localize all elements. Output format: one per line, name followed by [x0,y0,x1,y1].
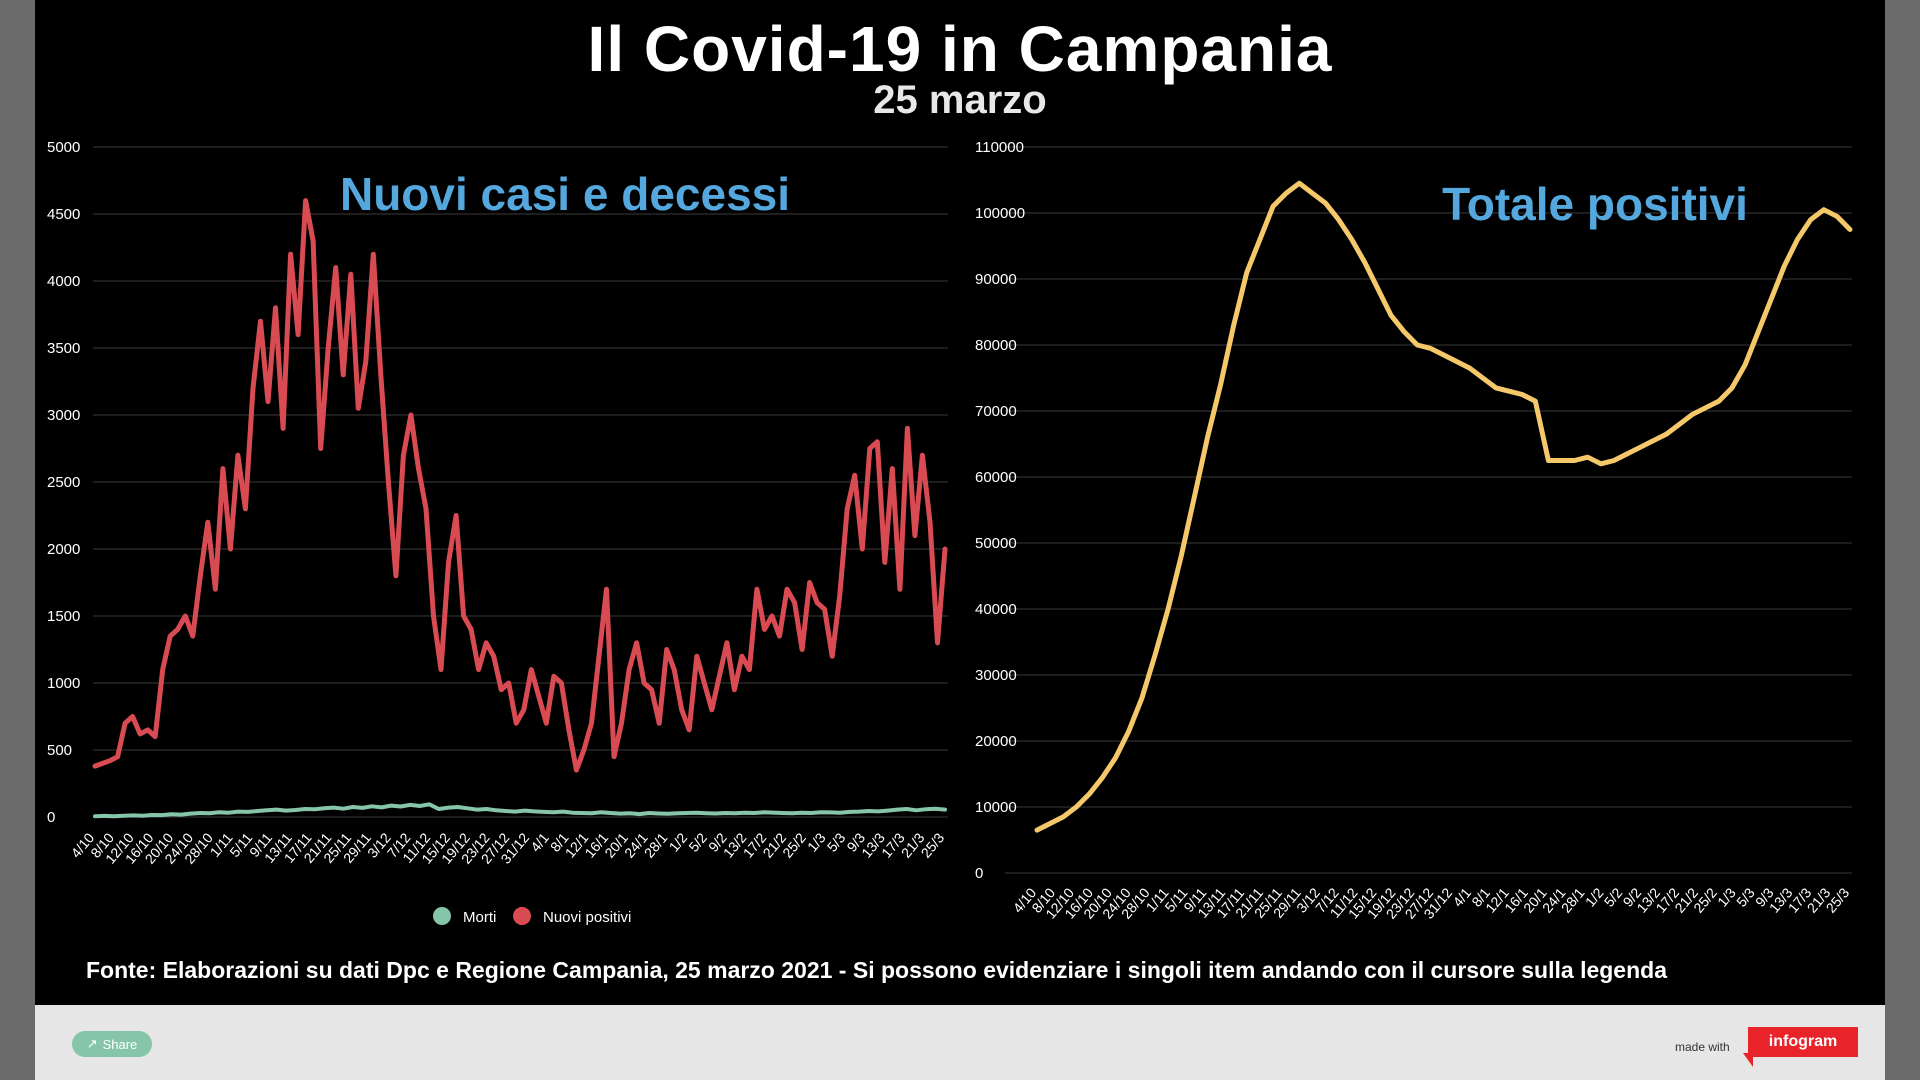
y-tick-label: 70000 [975,403,1017,420]
infographic-panel: Il Covid-19 in Campania 25 marzo 0 500 100… [35,0,1885,1005]
legend-label: Nuovi positivi [543,909,631,926]
source-note: Fonte: Elaborazioni su dati Dpc e Region… [86,957,1667,983]
y-tick-label: 2000 [47,541,80,558]
y-tick-label: 30000 [975,667,1017,684]
y-tick-label: 10000 [975,799,1017,816]
series-line-nuovi-positivi [92,198,948,773]
infogram-logo-tail [1743,1053,1753,1067]
y-tick-label: 2500 [47,474,80,491]
y-tick-label: 1500 [47,608,80,625]
page-title: Il Covid-19 in Campania [587,13,1333,85]
legend-marker-morti [433,907,451,925]
y-tick-label: 100000 [975,205,1025,222]
y-tick-label: 50000 [975,535,1017,552]
y-tick-label: 500 [47,742,72,759]
charts-canvas: 0 500 1000 1500 2000 2500 3000 3500 4000 4500 5000… [47,139,1853,926]
y-tick-label: 90000 [975,271,1017,288]
legend-label: Morti [463,909,496,926]
y-tick-label: 5000 [47,139,80,156]
x-tick-label: 25/3 [1823,884,1853,915]
made-with-label: made with [1675,1040,1730,1054]
legend-marker-nuovi-positivi [513,907,531,925]
page-subtitle: 25 marzo [873,78,1047,122]
y-tick-label: 20000 [975,733,1017,750]
y-tick-label: 1000 [47,675,80,692]
x-tick-label: 25/3 [918,829,948,860]
y-tick-label: 60000 [975,469,1017,486]
y-tick-label: 80000 [975,337,1017,354]
y-tick-label: 3000 [47,407,80,424]
share-icon: ↗ [86,1036,98,1051]
y-tick-label: 0 [975,865,983,882]
footer-bar: ↗ Share made with infogram [35,1005,1885,1080]
y-tick-label: 4500 [47,206,80,223]
series-line-totale-positivi [1034,180,1853,833]
y-tick-label: 4000 [47,273,80,290]
y-tick-label: 40000 [975,601,1017,618]
share-label: Share [102,1036,138,1052]
y-tick-label: 3500 [47,340,80,357]
chart-title: Totale positivi [1442,178,1748,230]
series-line-morti [93,802,947,819]
infogram-logo[interactable]: infogram [1748,1027,1858,1057]
share-button[interactable]: ↗ Share [72,1031,152,1057]
y-tick-label: 110000 [975,139,1024,156]
y-tick-label: 0 [47,809,55,826]
chart-title: Nuovi casi e decessi [340,168,790,220]
